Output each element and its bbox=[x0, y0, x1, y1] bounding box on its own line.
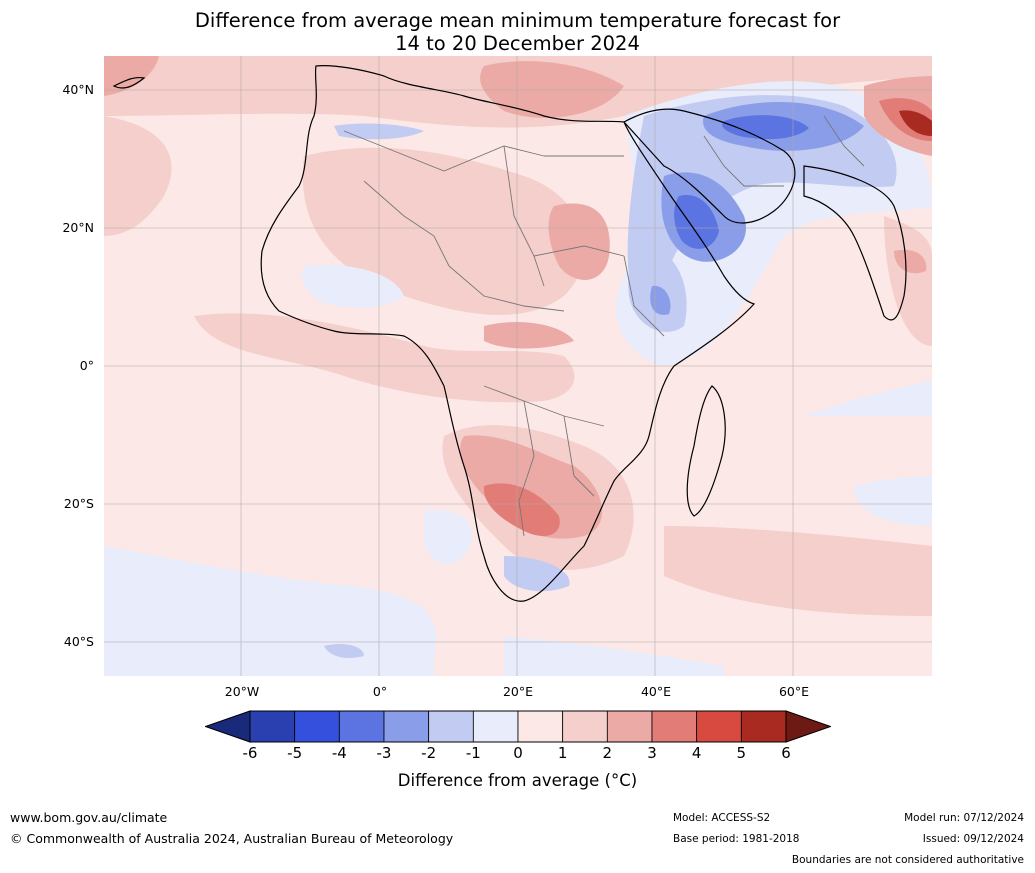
colorbar-tick-label: 0 bbox=[513, 744, 523, 762]
colorbar-tick-label: -3 bbox=[376, 744, 392, 762]
colorbar-cell bbox=[428, 710, 474, 743]
southern-africa-hot-core bbox=[483, 483, 560, 536]
border-zambia-zimbabwe bbox=[563, 415, 595, 497]
colorbar-tick-label: 2 bbox=[602, 744, 613, 762]
colorbar-arrow-high bbox=[786, 711, 831, 742]
colorbar-cell bbox=[338, 710, 385, 743]
indian-ocean-cool-patch bbox=[854, 476, 932, 526]
atlantic-cool-patch bbox=[424, 510, 472, 565]
lon-label-20e: 20°E bbox=[502, 684, 534, 699]
arabia-coldest-core bbox=[674, 195, 719, 249]
small-cool-blob bbox=[324, 644, 364, 658]
colorbar-tick-label: 5 bbox=[736, 744, 747, 762]
colorbar-tick-label: 3 bbox=[647, 744, 657, 762]
arabia-coastline bbox=[623, 108, 796, 224]
india-warm-patch bbox=[894, 249, 927, 274]
title-line-2: 14 to 20 December 2024 bbox=[395, 32, 640, 55]
border-chad-sudan bbox=[533, 245, 625, 257]
colorbar-cell bbox=[606, 710, 653, 743]
colorbar-cell bbox=[472, 710, 519, 743]
iran-colder-core bbox=[722, 115, 809, 140]
lon-label-0: 0° bbox=[372, 684, 388, 699]
border-drc-angola bbox=[483, 385, 605, 427]
coastlines bbox=[112, 65, 907, 602]
colorbar-cell bbox=[383, 710, 430, 743]
africa-coastline bbox=[260, 65, 756, 602]
south-africa-cool-patch bbox=[504, 556, 570, 592]
border-sudan-ethiopia bbox=[623, 255, 665, 337]
lon-label-60e: 60°E bbox=[778, 684, 810, 699]
lat-label-40s: 40°S bbox=[63, 634, 94, 649]
colorbar-cell bbox=[294, 710, 340, 743]
footer-issued: Issued: 09/12/2024 bbox=[922, 833, 1024, 845]
footer-copyright: © Commonwealth of Australia 2024, Austra… bbox=[10, 831, 454, 846]
colorbar-tick-label: 4 bbox=[691, 744, 702, 762]
colorbar-cell bbox=[249, 710, 296, 743]
colorbar-arrow-low bbox=[205, 711, 250, 742]
colorbar-tick-label: -6 bbox=[242, 744, 258, 762]
lat-label-20s: 20°S bbox=[63, 496, 94, 511]
southern-cool-strip bbox=[504, 636, 724, 676]
southern-africa-warmer-area bbox=[460, 435, 603, 539]
footer-website: www.bom.gov.au/climate bbox=[10, 810, 168, 825]
colorbar-tick-label: -5 bbox=[287, 744, 303, 762]
country-borders bbox=[343, 115, 865, 537]
colorbar-tick-label: 1 bbox=[557, 744, 568, 762]
indian-ocean-cool-band bbox=[804, 381, 932, 416]
arabia-cool-area bbox=[627, 95, 897, 305]
colorbar bbox=[205, 710, 831, 743]
india-warm-area bbox=[884, 216, 932, 346]
title-line-1: Difference from average mean minimum tem… bbox=[194, 9, 841, 32]
border-sahara-north bbox=[343, 130, 545, 172]
gulf-of-guinea-warm-band bbox=[194, 313, 575, 403]
temperature-anomaly-map bbox=[104, 56, 932, 676]
colorbar-cell bbox=[696, 710, 742, 743]
mediterranean-warm-area bbox=[480, 61, 624, 118]
colorbar-cell bbox=[562, 710, 608, 743]
footer-model: Model: ACCESS-S2 bbox=[673, 812, 771, 824]
colorbar-tick-label: -2 bbox=[421, 744, 437, 762]
map-canvas bbox=[104, 56, 932, 676]
central-africa-warm-patch bbox=[484, 321, 574, 349]
colorbar-cells bbox=[205, 710, 831, 743]
india-coastline bbox=[803, 165, 907, 321]
colorbar-tick-label: 6 bbox=[781, 744, 791, 762]
map-title: Difference from average mean minimum tem… bbox=[0, 9, 1035, 55]
graticule bbox=[104, 56, 932, 676]
colorbar-cell bbox=[517, 710, 564, 743]
border-iran-iraq bbox=[703, 135, 784, 187]
colorbar-cell bbox=[651, 710, 698, 743]
colorbar-tick-label: -1 bbox=[465, 744, 481, 762]
colorbar-title: Difference from average (°C) bbox=[397, 771, 638, 790]
lat-label-20n: 20°N bbox=[62, 220, 94, 235]
border-mali-niger bbox=[363, 180, 450, 267]
lon-label-40e: 40°E bbox=[640, 684, 672, 699]
west-africa-cool-area bbox=[302, 264, 404, 308]
iberia-coastline bbox=[112, 76, 146, 89]
border-nigeria-cameroon bbox=[448, 265, 565, 312]
indian-ocean-warm-region bbox=[664, 526, 932, 616]
colorbar-outline bbox=[249, 710, 787, 743]
lat-label-40n: 40°N bbox=[62, 82, 94, 97]
border-namibia-botswana bbox=[518, 400, 535, 537]
colorbar-cell bbox=[740, 710, 787, 743]
atlantic-warm-patch bbox=[104, 116, 172, 236]
sudan-warm-patch bbox=[548, 203, 610, 280]
lat-label-equator: 0° bbox=[79, 358, 94, 373]
border-libya-chad bbox=[503, 145, 545, 287]
border-afghanistan-pakistan bbox=[823, 115, 865, 167]
footer-base-period: Base period: 1981-2018 bbox=[673, 833, 800, 845]
colorbar-tick-label: -4 bbox=[331, 744, 347, 762]
south-atlantic-cool-area bbox=[104, 546, 437, 676]
lon-label-20w: 20°W bbox=[224, 684, 260, 699]
footer-disclaimer: Boundaries are not considered authoritat… bbox=[791, 854, 1024, 866]
madagascar-coastline bbox=[686, 385, 726, 517]
footer-model-run: Model run: 07/12/2024 bbox=[904, 812, 1024, 824]
central-asia-hottest-core bbox=[899, 110, 932, 136]
atlantic-warm-corner bbox=[104, 56, 159, 96]
